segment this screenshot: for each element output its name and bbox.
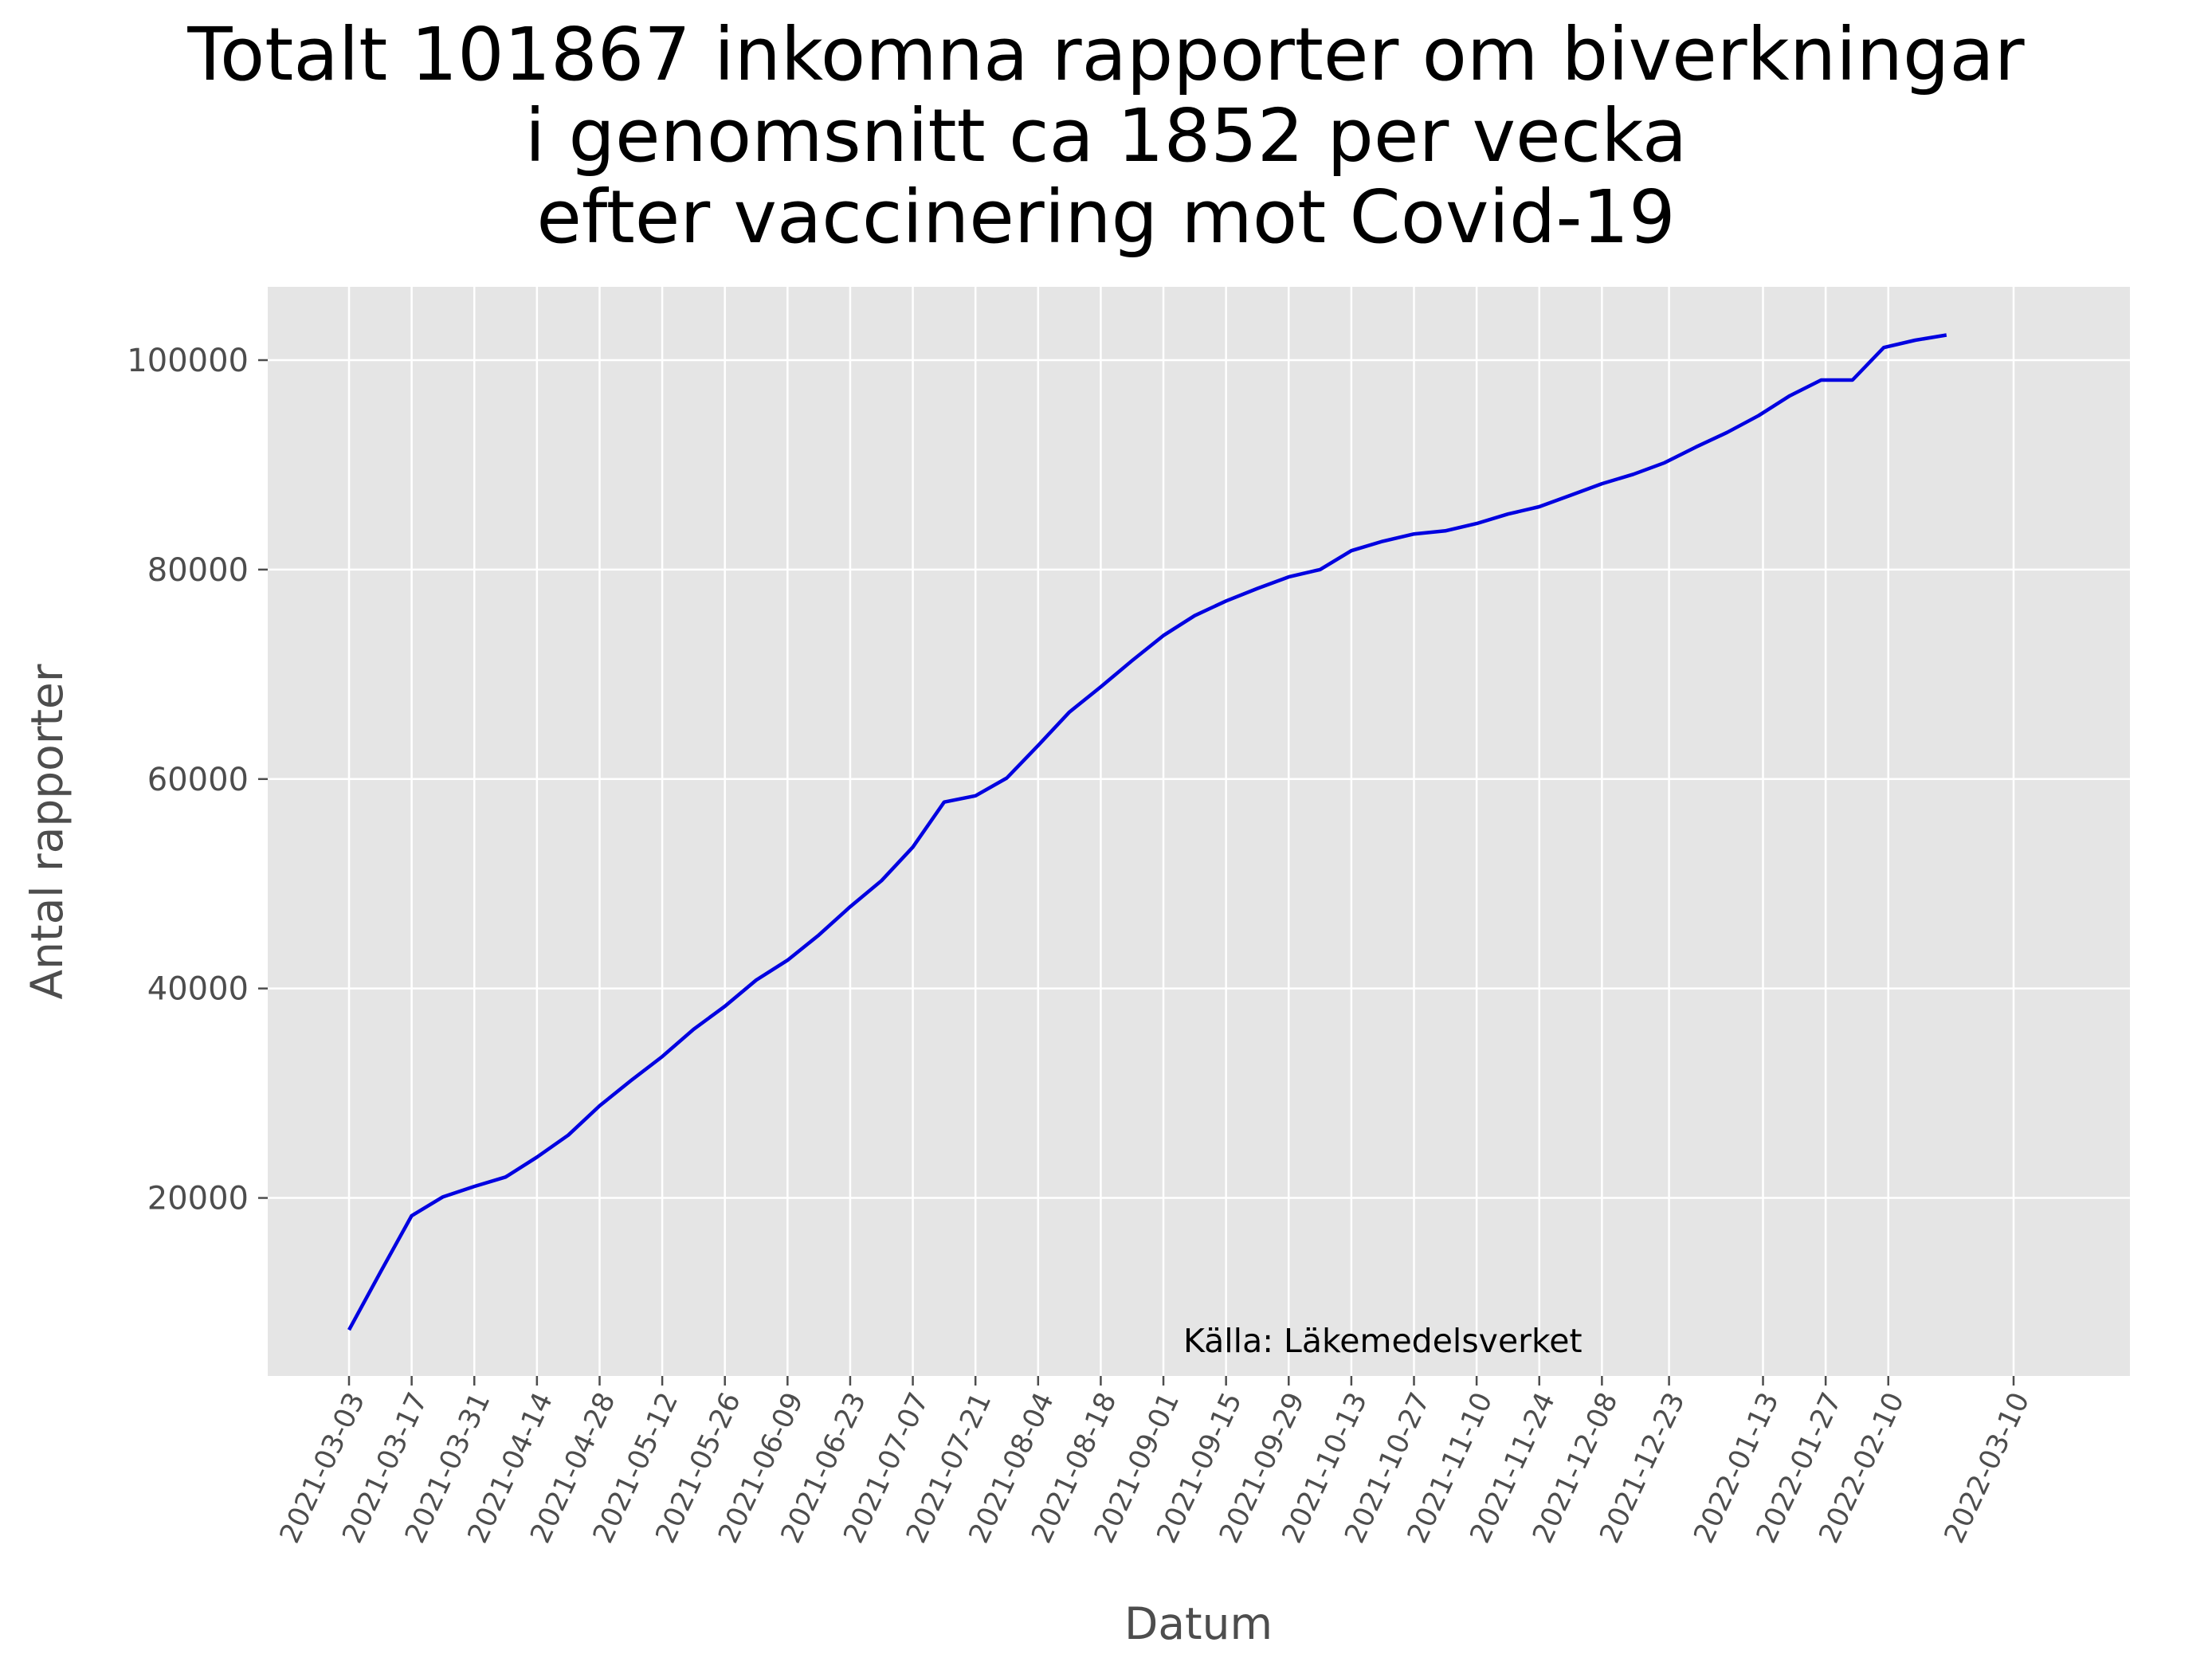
chart-title-line-2: i genomsnitt ca 1852 per vecka [524, 93, 1688, 178]
y-axis: 20000 40000 60000 80000 100000 [127, 343, 268, 1217]
source-annotation: Källa: Läkemedelsverket [1183, 1322, 1583, 1360]
y-axis-label: Antal rapporter [22, 664, 73, 999]
grid-lines [268, 287, 2130, 1376]
chart-title-line-3: efter vaccinering mot Covid-19 [536, 174, 1676, 260]
x-axis: 2021-03-032021-03-172021-03-312021-04-14… [274, 1376, 2036, 1548]
chart-title-line-1: Totalt 101867 inkomna rapporter om biver… [187, 12, 2025, 97]
x-axis-label: Datum [1124, 1598, 1273, 1649]
chart-title: Totalt 101867 inkomna rapporter om biver… [0, 14, 2212, 258]
y-tick-label: 20000 [147, 1181, 249, 1217]
y-tick-label: 80000 [147, 552, 249, 589]
plot-area [268, 287, 2130, 1376]
series-layer [347, 333, 1947, 1331]
series-line [347, 333, 1947, 1331]
y-tick-label: 40000 [147, 971, 249, 1008]
x-tick-label: 2022-03-10 [1939, 1388, 2036, 1548]
y-tick-label: 60000 [147, 762, 249, 798]
y-tick-label: 100000 [127, 343, 249, 379]
